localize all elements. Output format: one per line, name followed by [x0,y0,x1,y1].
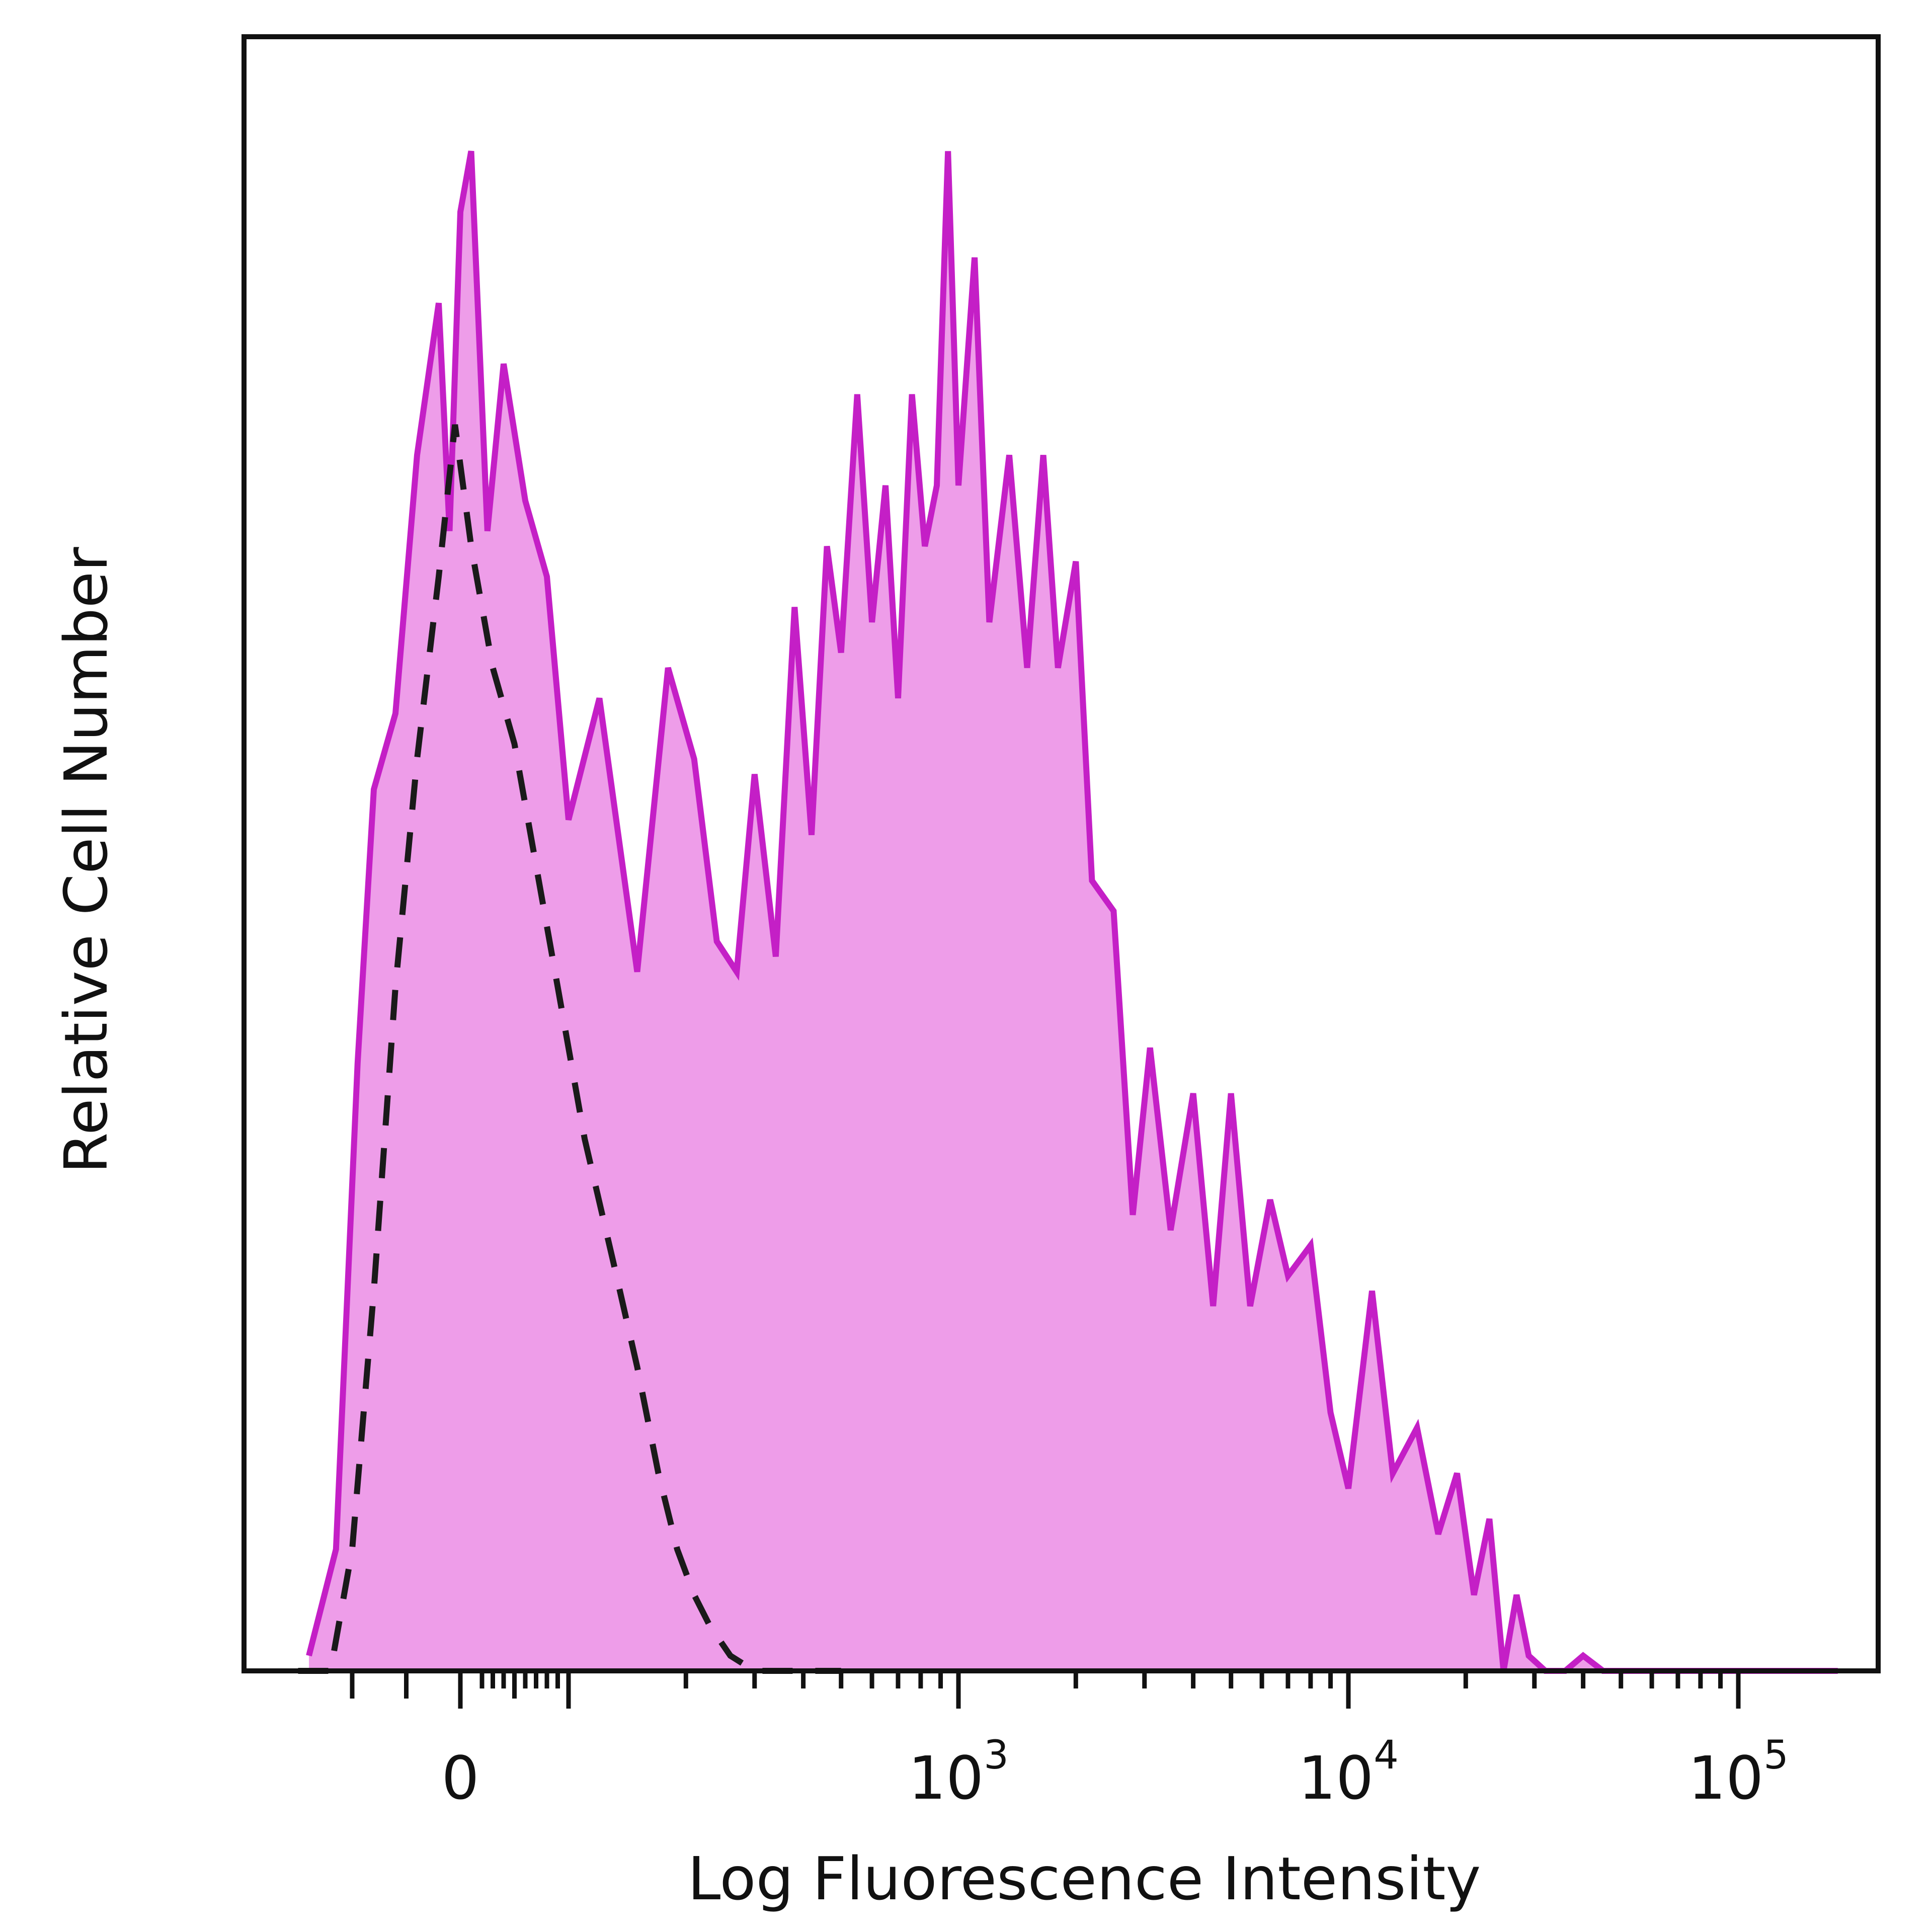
plot-frame [242,34,1881,1673]
histogram-line-stained [306,150,1838,1674]
histogram-line-control [298,424,841,1674]
tick-layer [350,1671,1741,1709]
series-layer [298,150,1838,1674]
x-axis-title: Log Fluorescence Intensity [688,1844,1481,1913]
x-tick-label: 0 [441,1743,479,1813]
histogram-fill-stained [309,151,1838,1671]
y-axis-title: Relative Cell Number [51,547,121,1174]
